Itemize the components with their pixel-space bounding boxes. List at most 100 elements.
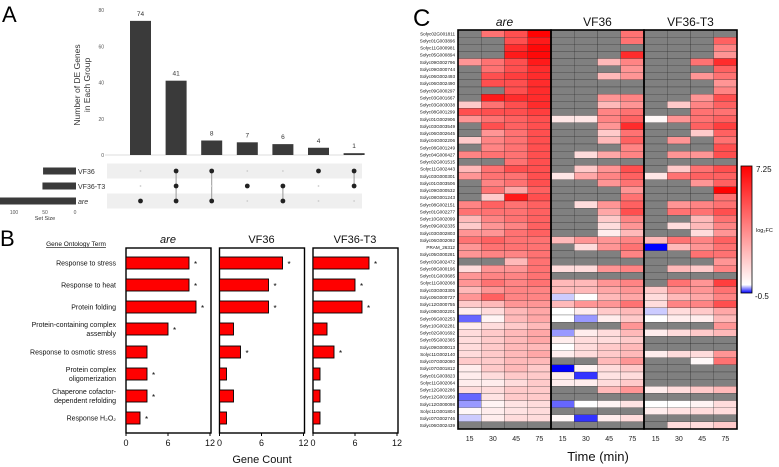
intersection-value-label: 6 [281, 134, 285, 141]
y-tick-label: 40 [98, 81, 104, 87]
heatmap-cell [527, 307, 552, 316]
heatmap-cell [481, 229, 505, 237]
heatmap-cell [457, 421, 482, 430]
heatmap-cell [690, 186, 714, 194]
gene-row-label: Solyc03G000301 [420, 174, 456, 179]
gene-row-label: Solyc06G000727 [420, 295, 456, 300]
gene-row-label: Solyc01G003685 [420, 274, 456, 279]
heatmap-cell [481, 158, 505, 166]
heatmap-cell [457, 314, 482, 323]
heatmap-cell [574, 143, 598, 152]
heatmap-cell [550, 400, 575, 408]
heatmap-cell [667, 29, 691, 38]
heatmap-cell [457, 37, 482, 45]
heatmap-cell [527, 386, 552, 394]
heatmap-cell [667, 307, 691, 316]
heatmap-cell [690, 250, 714, 259]
heatmap-cell [690, 307, 714, 316]
heatmap-cell [667, 44, 691, 52]
heatmap-cell [667, 364, 691, 373]
intersection-dot-inactive [246, 200, 249, 202]
go-term-label: Response to stress [56, 261, 116, 268]
heatmap-cell [550, 136, 575, 145]
intersection-bar [130, 20, 151, 155]
heatmap-cell [597, 386, 621, 394]
heatmap-cell [504, 186, 528, 194]
heatmap-cell [667, 101, 691, 109]
heatmap-cell [504, 158, 528, 166]
heatmap-cell [574, 158, 598, 166]
heatmap-cell [527, 129, 552, 137]
heatmap-cell [550, 129, 575, 137]
heatmap-cell [597, 172, 621, 180]
heatmap-cell [643, 222, 668, 230]
heatmap-cell [457, 151, 482, 159]
set-label: are [78, 199, 88, 206]
heatmap-cell [667, 158, 691, 166]
intersection-dot-active [351, 168, 357, 174]
go-panel-title: are [160, 234, 176, 246]
heatmap-cell [550, 272, 575, 280]
heatmap-cell [713, 200, 738, 209]
heatmap-cell [457, 265, 482, 273]
heatmap-cell [690, 172, 714, 180]
heatmap-cell [504, 208, 528, 216]
heatmap-cell [504, 101, 528, 109]
heatmap-cell [667, 250, 691, 259]
significance-asterisk: * [288, 260, 291, 269]
heatmap-cell [690, 94, 714, 102]
gene-row-label: Solyc01G003896 [420, 38, 456, 43]
heatmap-cell [550, 51, 575, 59]
heatmap-cell [597, 314, 621, 323]
heatmap-cell [667, 272, 691, 280]
go-term-label-line: Response to stress [56, 261, 116, 268]
heatmap-cell [527, 400, 552, 408]
heatmap-cell [597, 165, 621, 173]
heatmap-cell [690, 336, 714, 344]
heatmap-cell [597, 65, 621, 73]
heatmap-cell [713, 322, 738, 330]
heatmap-cell [597, 86, 621, 95]
heatmap-cell [713, 329, 738, 337]
heatmap-cell [550, 286, 575, 294]
heatmap-cell [504, 300, 528, 308]
heatmap-cell [481, 243, 505, 251]
go-bar [312, 389, 321, 403]
heatmap-cell [504, 94, 528, 102]
heatmap-cell [550, 357, 575, 365]
heatmap-cell [457, 122, 482, 130]
intersection-dot-inactive [139, 185, 142, 187]
heatmap-cell [713, 343, 738, 351]
heatmap-cell [550, 108, 575, 116]
gene-row-label: Solyc01G003823 [420, 373, 456, 378]
heatmap-cell [527, 101, 552, 109]
heatmap-cell [690, 143, 714, 152]
heatmap-cell [481, 314, 505, 323]
heatmap-cell [481, 407, 505, 415]
heatmap-cell [457, 136, 482, 145]
go-bar [219, 322, 234, 336]
heatmap-cell [481, 72, 505, 80]
heatmap-cell [457, 200, 482, 209]
heatmap-cell [690, 215, 714, 223]
gene-row-label: PRAM_26312 [426, 245, 455, 250]
go-bar [125, 411, 141, 425]
heatmap-cell [713, 37, 738, 45]
heatmap-cell [504, 329, 528, 337]
heatmap-cell [527, 200, 552, 209]
x-tick-label: 0 [310, 438, 315, 448]
heatmap-cell [667, 129, 691, 137]
time-tick-label: 15 [652, 436, 660, 443]
heatmap-cell [620, 65, 645, 73]
heatmap-cell [550, 343, 575, 351]
gene-row-label: Solyc11G002443 [420, 167, 455, 172]
y-axis-label: Number of DE Genesin Each Group [72, 44, 92, 125]
heatmap-cell [620, 215, 645, 223]
intersection-bar [165, 80, 187, 155]
heatmap-cell [504, 129, 528, 137]
heatmap-cell [597, 236, 621, 244]
go-bar [219, 345, 241, 359]
go-bar [312, 278, 356, 292]
heatmap-cell [620, 151, 645, 159]
heatmap-cell [713, 115, 738, 123]
